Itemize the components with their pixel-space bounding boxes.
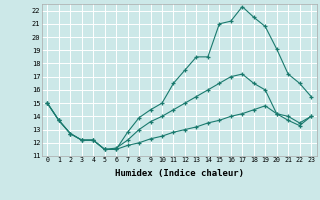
X-axis label: Humidex (Indice chaleur): Humidex (Indice chaleur) — [115, 169, 244, 178]
